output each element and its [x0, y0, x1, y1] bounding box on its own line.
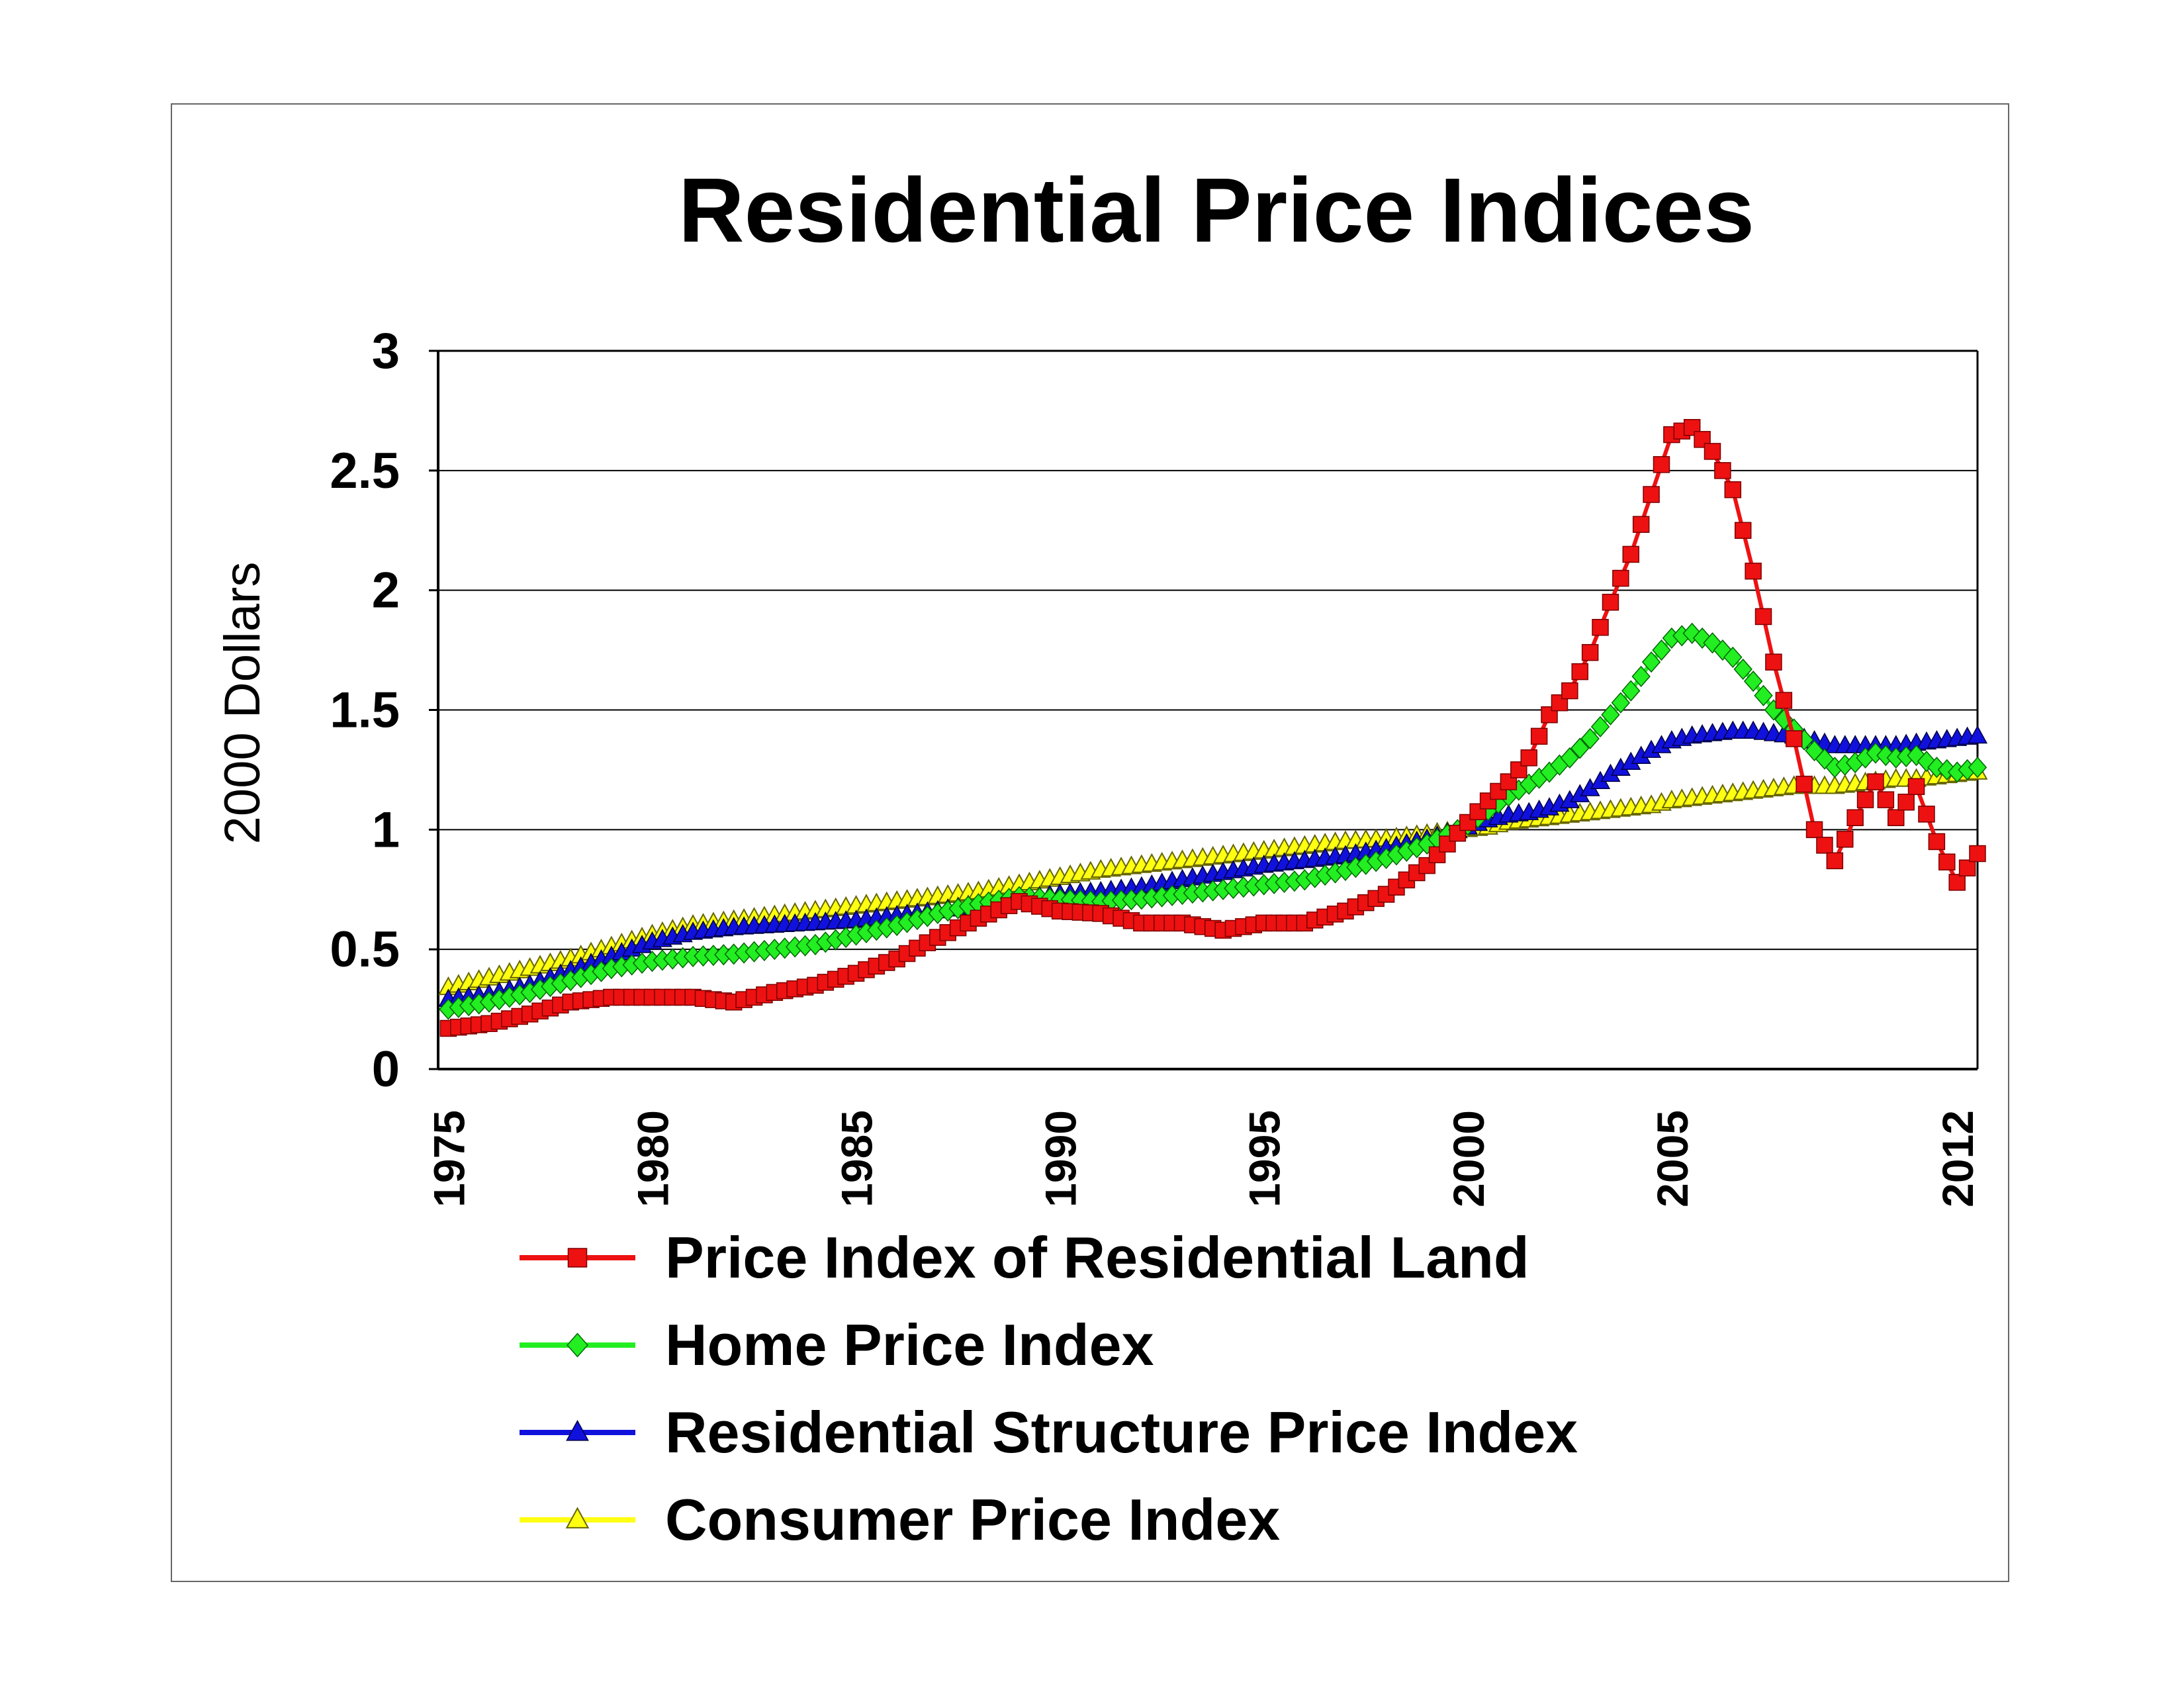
data-point [1805, 821, 1823, 839]
legend-item: Residential Structure Price Index [520, 1399, 1578, 1465]
data-point [1969, 845, 1986, 863]
data-point [1704, 443, 1721, 460]
data-point [1816, 837, 1833, 854]
data-point [1938, 853, 1956, 870]
data-point [1785, 730, 1803, 747]
x-tick-label: 2005 [1648, 1110, 1697, 1207]
data-point [1765, 653, 1782, 671]
data-point [1724, 481, 1742, 498]
data-point [1743, 670, 1763, 692]
data-point [1856, 791, 1874, 808]
legend-item: Home Price Index [520, 1312, 1154, 1378]
data-point [1754, 684, 1773, 706]
legend-label: Consumer Price Index [665, 1487, 1280, 1552]
series-1 [439, 418, 1986, 1037]
data-point [1560, 747, 1580, 769]
y-tick-label: 3 [372, 323, 400, 379]
data-point [1968, 757, 1987, 778]
axes [429, 350, 1979, 1070]
data-point [1551, 694, 1569, 712]
y-tick-label: 0 [372, 1041, 400, 1098]
data-point [1967, 725, 1988, 744]
data-point [1621, 680, 1641, 702]
x-tick-label: 2012 [1933, 1110, 1982, 1207]
x-tick-label: 1995 [1240, 1110, 1289, 1207]
data-point [566, 1419, 589, 1441]
legend-label: Residential Structure Price Index [665, 1399, 1578, 1465]
data-point [1520, 749, 1537, 767]
data-point [1888, 809, 1905, 826]
data-point [1734, 522, 1752, 539]
data-point [1694, 431, 1711, 448]
data-point [567, 1248, 588, 1268]
data-point [567, 1333, 588, 1358]
data-point [1907, 745, 1926, 767]
data-point [1918, 806, 1935, 823]
y-tick-label: 0.5 [330, 921, 400, 978]
x-tick-label: 1985 [833, 1110, 882, 1207]
data-point [1775, 692, 1793, 709]
data-point [1510, 761, 1527, 778]
x-tick-label: 1980 [628, 1110, 677, 1207]
legend-label: Home Price Index [665, 1312, 1154, 1378]
legend-item: Consumer Price Index [520, 1487, 1280, 1552]
data-point [1652, 639, 1671, 661]
data-point [1500, 773, 1518, 790]
data-point [1530, 727, 1548, 745]
data-point [1643, 486, 1660, 503]
data-point [1836, 831, 1854, 848]
data-point [1692, 627, 1712, 649]
series [437, 418, 1988, 1037]
data-point [1561, 682, 1578, 700]
legend-label: Price Index of Residential Land [665, 1225, 1529, 1290]
data-point [1815, 748, 1835, 770]
data-point [1570, 737, 1590, 759]
data-point [1928, 833, 1946, 851]
data-point [1867, 773, 1884, 790]
data-point [1602, 594, 1619, 611]
x-tick-label: 1990 [1036, 1110, 1085, 1207]
data-point [1612, 569, 1629, 587]
data-point [1611, 692, 1631, 714]
x-tick-label: 1975 [424, 1110, 473, 1207]
legend: Price Index of Residential Land Home Pric… [520, 1225, 1578, 1552]
data-point [1641, 651, 1661, 673]
y-tick-label: 2 [372, 563, 400, 619]
data-point [1653, 456, 1670, 473]
data-point [1631, 665, 1651, 688]
data-point [1632, 516, 1650, 533]
data-point [1948, 874, 1966, 891]
y-tick-label: 2.5 [330, 443, 400, 499]
data-point [1580, 727, 1600, 750]
chart-title: Residential Price Indices [678, 160, 1754, 261]
y-tick-label: 1.5 [330, 682, 400, 739]
x-ticks: 1975 1980 1985 1990 1995 2000 2005 2012 [424, 1110, 1982, 1207]
data-point [1592, 618, 1609, 636]
data-point [1590, 716, 1610, 737]
data-point [1745, 562, 1762, 580]
data-point [565, 1507, 590, 1528]
legend-item: Price Index of Residential Land [520, 1225, 1529, 1290]
data-point [1897, 793, 1915, 811]
data-point [1877, 791, 1895, 808]
data-point [1958, 859, 1976, 876]
y-tick-label: 1 [372, 802, 400, 858]
data-point [1754, 608, 1772, 626]
data-point [1846, 809, 1864, 826]
y-ticks: 0 0.5 1 1.5 2 2.5 3 [330, 323, 400, 1098]
data-point [1601, 704, 1620, 726]
x-tick-label: 2000 [1444, 1110, 1493, 1207]
data-point [1581, 643, 1599, 661]
y-axis-label: 2000 Dollars [214, 562, 271, 845]
data-point [1714, 462, 1731, 479]
data-point [1733, 658, 1752, 680]
data-point [1622, 545, 1640, 563]
data-point [1796, 775, 1813, 793]
data-point [1723, 646, 1743, 669]
data-point [1907, 778, 1925, 795]
data-point [1571, 663, 1588, 680]
data-point [1826, 852, 1844, 870]
